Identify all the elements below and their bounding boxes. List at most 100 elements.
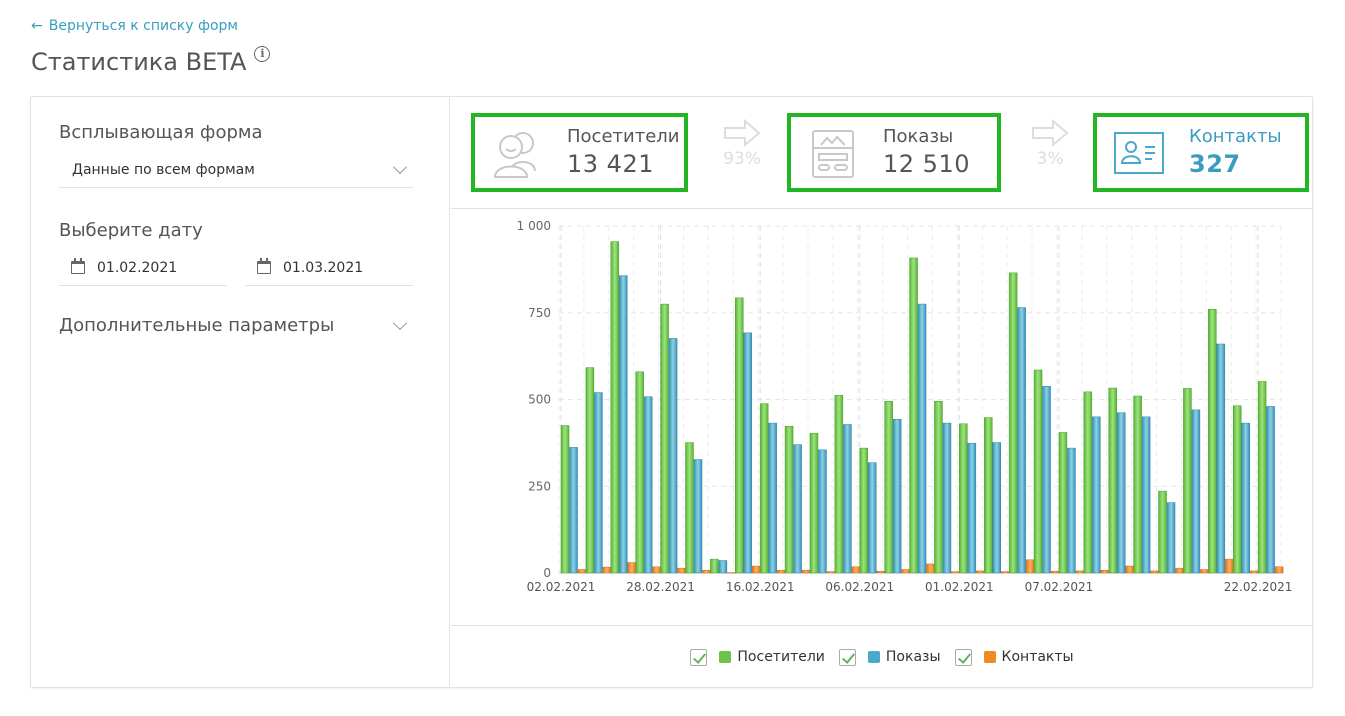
contacts-bar xyxy=(826,571,836,574)
visitors-bar xyxy=(1183,388,1192,574)
impressions-bar xyxy=(768,422,777,574)
impressions-bar xyxy=(693,459,703,574)
statistics-card: Всплывающая форма Данные по всем формам … xyxy=(30,96,1313,688)
legend-contacts[interactable]: Контакты xyxy=(954,648,1074,666)
impressions-bar xyxy=(569,447,578,574)
visitors-bar xyxy=(1232,405,1242,574)
contacts-bar xyxy=(727,572,736,574)
legend-impressions[interactable]: Показы xyxy=(838,648,941,666)
impressions-bar xyxy=(668,338,678,574)
contacts-bar xyxy=(1125,565,1134,574)
impressions-stat[interactable]: Показы 12 510 xyxy=(787,113,1001,192)
contacts-bar xyxy=(1050,571,1060,574)
contacts-swatch xyxy=(983,651,996,663)
visitors-bar xyxy=(610,241,620,574)
contacts-bar xyxy=(1200,569,1209,574)
visitors-bar xyxy=(909,257,918,574)
legend-visitors[interactable]: Посетители xyxy=(690,648,825,666)
bar-chart: 0 250 500 750 1 000 02.02.2021 28.02.2021 16.02… xyxy=(451,210,1313,626)
checkbox-checked-icon[interactable] xyxy=(954,648,972,666)
visitors-bar xyxy=(834,395,844,574)
chart-legend: Посетители Показы Контакты xyxy=(451,627,1313,687)
impressions-bar xyxy=(1241,422,1250,574)
contacts-value: 327 xyxy=(1189,149,1241,178)
visitors-stat[interactable]: Посетители 13 421 xyxy=(471,113,688,192)
impressions-bar xyxy=(594,392,603,574)
contacts-bar xyxy=(652,566,661,574)
contacts-label: Контакты xyxy=(1189,125,1282,147)
visitors-bar xyxy=(809,432,819,574)
legend-contacts-label: Контакты xyxy=(1001,649,1074,665)
contacts-bar xyxy=(1100,569,1110,574)
info-icon[interactable]: i xyxy=(254,46,271,62)
visitors-bar xyxy=(884,400,893,574)
visitors-bar xyxy=(1108,387,1117,574)
impressions-bar xyxy=(868,462,877,574)
visitors-icon xyxy=(489,125,545,181)
contacts-bar xyxy=(577,569,587,574)
funnel-row: Посетители 13 421 93% xyxy=(451,97,1313,209)
date-from-field[interactable]: 01.02.2021 xyxy=(59,250,227,286)
impressions-bar xyxy=(967,442,977,574)
conversion-1-value: 93% xyxy=(723,149,761,169)
back-link-label: Вернуться к списку форм xyxy=(48,18,238,34)
arrow-left-icon: ← xyxy=(31,18,43,34)
impressions-bar xyxy=(992,442,1001,574)
form-select[interactable]: Данные по всем формам xyxy=(59,152,413,188)
conversion-2-value: 3% xyxy=(1036,149,1064,169)
visitors-bar xyxy=(859,447,869,574)
impressions-bar xyxy=(917,303,927,574)
contacts-bar xyxy=(752,565,761,574)
visitors-bar xyxy=(635,371,644,574)
impressions-bar xyxy=(619,275,628,574)
impressions-bar xyxy=(1191,409,1201,574)
chevron-down-icon xyxy=(392,315,408,331)
conversion-impressions-contacts: 3% xyxy=(1025,119,1075,169)
checkbox-checked-icon[interactable] xyxy=(838,648,856,666)
visitors-bar xyxy=(735,297,744,574)
y-tick-label: 500 xyxy=(528,393,551,407)
contacts-stat[interactable]: Контакты 327 xyxy=(1093,113,1309,192)
x-tick-label: 16.02.2021 xyxy=(726,580,795,594)
checkbox-checked-icon[interactable] xyxy=(690,648,708,666)
chevron-down-icon xyxy=(392,159,408,175)
visitors-bar xyxy=(1033,369,1043,574)
impressions-bar xyxy=(743,332,753,574)
extra-params-toggle[interactable]: Дополнительные параметры xyxy=(59,315,413,336)
x-tick-label: 01.02.2021 xyxy=(925,580,994,594)
extra-params-label: Дополнительные параметры xyxy=(59,315,335,336)
arrow-right-icon xyxy=(724,119,761,147)
stats-panel: Посетители 13 421 93% xyxy=(451,97,1313,687)
visitors-bar xyxy=(1208,309,1217,574)
page-title-text: Статистика BETA xyxy=(31,48,247,76)
impressions-bar xyxy=(1141,416,1151,574)
impressions-bar xyxy=(942,422,952,574)
impressions-bar xyxy=(718,560,728,574)
visitors-bar xyxy=(934,400,943,574)
contacts-bar xyxy=(1025,559,1035,574)
form-select-value: Данные по всем формам xyxy=(72,161,255,178)
impressions-bar xyxy=(1266,406,1275,574)
impressions-label: Показы xyxy=(883,125,954,147)
legend-visitors-label: Посетители xyxy=(737,649,825,665)
visitors-bar xyxy=(1257,381,1267,574)
visitors-bar xyxy=(1158,490,1167,574)
contacts-bar xyxy=(677,567,686,574)
contacts-bar xyxy=(702,569,711,574)
impressions-bar xyxy=(1216,343,1226,574)
visitors-bar xyxy=(983,417,993,574)
contacts-bar xyxy=(1274,566,1284,574)
contacts-bar xyxy=(1249,570,1259,574)
contacts-bar xyxy=(627,562,637,574)
back-to-forms-link[interactable]: ← Вернуться к списку форм xyxy=(31,18,238,34)
date-from-value: 01.02.2021 xyxy=(97,259,178,276)
impressions-bar xyxy=(1166,502,1176,574)
date-to-field[interactable]: 01.03.2021 xyxy=(245,250,413,286)
visitors-bar xyxy=(959,423,968,574)
x-tick-label: 06.02.2021 xyxy=(825,580,894,594)
legend-impressions-label: Показы xyxy=(885,649,941,665)
impressions-swatch xyxy=(867,651,880,663)
visitors-bar xyxy=(560,425,570,574)
impressions-bar xyxy=(1116,412,1126,574)
contacts-bar xyxy=(1225,558,1234,574)
